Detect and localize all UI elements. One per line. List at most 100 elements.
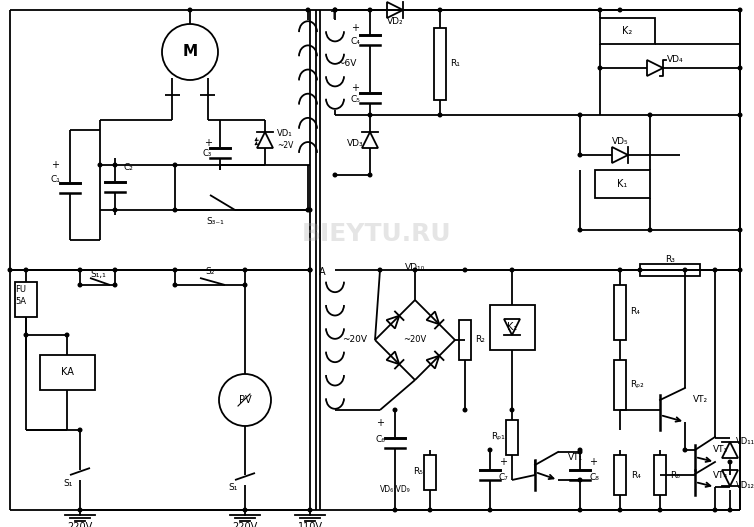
Circle shape xyxy=(367,172,372,178)
Circle shape xyxy=(578,450,583,454)
Bar xyxy=(506,420,518,455)
Text: +: + xyxy=(351,23,359,33)
Text: VT₂: VT₂ xyxy=(692,395,707,405)
Circle shape xyxy=(112,268,118,272)
Circle shape xyxy=(308,208,312,212)
Text: S₂: S₂ xyxy=(205,268,215,277)
Circle shape xyxy=(305,208,311,212)
Circle shape xyxy=(308,268,312,272)
Bar xyxy=(434,28,446,100)
Text: S₁,₁: S₁,₁ xyxy=(90,270,106,279)
Circle shape xyxy=(378,268,382,272)
Text: VD₅: VD₅ xyxy=(611,138,628,147)
Bar xyxy=(15,282,37,317)
Circle shape xyxy=(488,508,492,512)
Text: S₁: S₁ xyxy=(63,479,72,487)
Circle shape xyxy=(648,112,652,118)
Text: S₃₋₁: S₃₋₁ xyxy=(206,218,224,227)
Text: R₃: R₃ xyxy=(665,256,675,265)
Polygon shape xyxy=(722,442,738,458)
Circle shape xyxy=(308,508,312,512)
Circle shape xyxy=(618,7,623,13)
Polygon shape xyxy=(257,132,273,148)
Circle shape xyxy=(393,508,397,512)
Text: KA: KA xyxy=(60,367,73,377)
Polygon shape xyxy=(387,352,399,364)
Text: +: + xyxy=(351,83,359,93)
Text: R₁: R₁ xyxy=(450,60,460,69)
Text: FU: FU xyxy=(15,286,26,295)
Circle shape xyxy=(173,268,177,272)
Polygon shape xyxy=(387,2,403,18)
Circle shape xyxy=(713,508,718,512)
Text: BIEYTU.RU: BIEYTU.RU xyxy=(302,222,452,246)
Circle shape xyxy=(243,282,247,288)
Text: ~6V: ~6V xyxy=(337,58,357,67)
Text: C₇: C₇ xyxy=(498,473,508,482)
Bar xyxy=(595,170,650,198)
Circle shape xyxy=(510,268,514,272)
Text: VT₁: VT₁ xyxy=(568,454,583,463)
Text: 220V: 220V xyxy=(67,522,93,527)
Circle shape xyxy=(112,282,118,288)
Text: T: T xyxy=(330,11,336,21)
Circle shape xyxy=(462,407,467,413)
Text: VD₁₁: VD₁₁ xyxy=(735,437,754,446)
Circle shape xyxy=(737,268,743,272)
Circle shape xyxy=(437,112,443,118)
Bar xyxy=(424,455,436,490)
Circle shape xyxy=(173,208,177,212)
Circle shape xyxy=(333,7,338,13)
Text: C₃: C₃ xyxy=(202,149,212,158)
Circle shape xyxy=(578,152,583,158)
Text: C₁: C₁ xyxy=(50,175,60,184)
Text: ~20V: ~20V xyxy=(403,336,427,345)
Circle shape xyxy=(112,208,118,212)
Text: VD₁₀: VD₁₀ xyxy=(405,264,425,272)
Polygon shape xyxy=(362,132,378,148)
Text: VD₃: VD₃ xyxy=(347,139,363,148)
Circle shape xyxy=(78,268,82,272)
Circle shape xyxy=(728,508,732,512)
Text: R₄: R₄ xyxy=(631,471,641,480)
Polygon shape xyxy=(647,60,663,76)
Circle shape xyxy=(597,7,602,13)
Text: Rₚ₂: Rₚ₂ xyxy=(630,380,644,389)
Text: +: + xyxy=(376,418,384,428)
Text: M: M xyxy=(182,44,198,60)
Circle shape xyxy=(162,24,218,80)
Bar xyxy=(614,455,626,495)
Text: R₆: R₆ xyxy=(670,471,680,480)
Circle shape xyxy=(173,162,177,168)
Circle shape xyxy=(437,7,443,13)
Circle shape xyxy=(97,162,103,168)
Bar xyxy=(640,264,700,276)
Circle shape xyxy=(367,7,372,13)
Circle shape xyxy=(682,447,688,453)
Circle shape xyxy=(637,268,642,272)
Text: VD₁₂: VD₁₂ xyxy=(736,481,754,490)
Circle shape xyxy=(462,268,467,272)
Polygon shape xyxy=(427,356,440,368)
Circle shape xyxy=(428,508,433,512)
Text: C₄: C₄ xyxy=(350,37,360,46)
Bar xyxy=(40,355,95,390)
Text: 110V: 110V xyxy=(298,522,323,527)
Circle shape xyxy=(578,447,583,453)
Bar xyxy=(600,18,655,44)
Text: ~2V: ~2V xyxy=(277,142,293,151)
Text: S₁: S₁ xyxy=(228,483,238,492)
Circle shape xyxy=(648,228,652,232)
Bar xyxy=(614,285,626,340)
Circle shape xyxy=(23,268,29,272)
Text: +: + xyxy=(51,160,59,170)
Polygon shape xyxy=(504,319,520,335)
Circle shape xyxy=(219,374,271,426)
Text: +: + xyxy=(499,457,507,467)
Circle shape xyxy=(333,172,338,178)
Text: ~20V: ~20V xyxy=(342,336,367,345)
Text: C₆: C₆ xyxy=(375,435,385,444)
Circle shape xyxy=(78,508,82,512)
Text: VD₆·VD₉: VD₆·VD₉ xyxy=(379,485,410,494)
Text: VD₄: VD₄ xyxy=(667,55,683,64)
